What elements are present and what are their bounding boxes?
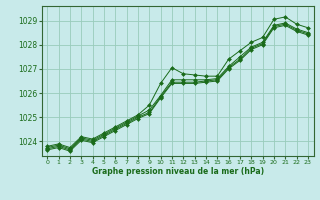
X-axis label: Graphe pression niveau de la mer (hPa): Graphe pression niveau de la mer (hPa) <box>92 167 264 176</box>
